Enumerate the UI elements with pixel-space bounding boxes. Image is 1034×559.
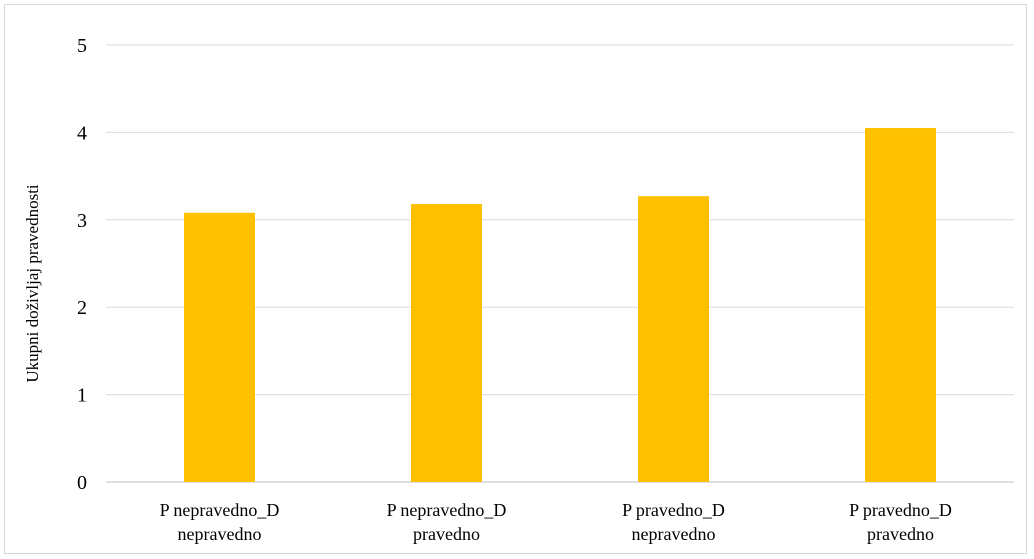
x-category-label: P nepravedno_D pravedno bbox=[387, 500, 507, 544]
x-axis-category-labels: P nepravedno_D nepravedno P nepravedno_D pr… bbox=[160, 500, 952, 544]
bar bbox=[865, 128, 936, 482]
y-tick-label: 4 bbox=[77, 122, 87, 144]
x-category-label: P pravedno_D pravedno bbox=[849, 500, 952, 544]
chart-frame bbox=[4, 4, 1027, 554]
y-tick-label: 1 bbox=[77, 385, 87, 407]
y-axis-tick-labels: 0 1 2 3 4 5 bbox=[77, 35, 87, 494]
bars bbox=[184, 128, 936, 483]
y-tick-label: 0 bbox=[77, 472, 87, 494]
x-category-label: P nepravedno_D nepravedno bbox=[160, 500, 280, 544]
y-tick-label: 3 bbox=[77, 210, 87, 232]
x-category-label: P pravedno_D nepravedno bbox=[622, 500, 725, 544]
y-axis-title: Ukupni doživljaj pravednosti bbox=[23, 184, 42, 383]
y-tick-label: 2 bbox=[77, 297, 87, 319]
y-tick-label: 5 bbox=[77, 35, 87, 57]
bar bbox=[411, 204, 482, 482]
bar bbox=[638, 196, 709, 482]
gridlines bbox=[106, 44, 1014, 483]
bar bbox=[184, 212, 255, 483]
